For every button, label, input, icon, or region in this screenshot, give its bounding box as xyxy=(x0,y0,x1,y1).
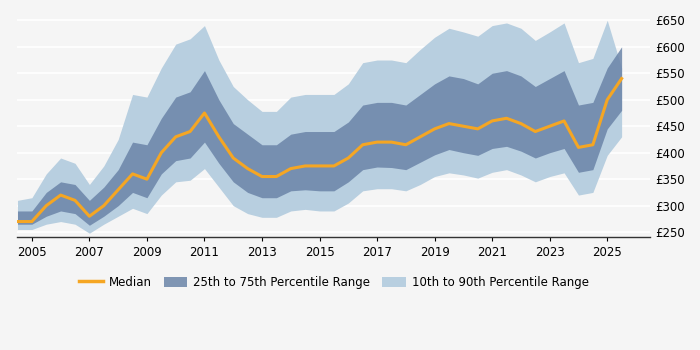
Legend: Median, 25th to 75th Percentile Range, 10th to 90th Percentile Range: Median, 25th to 75th Percentile Range, 1… xyxy=(75,271,593,294)
